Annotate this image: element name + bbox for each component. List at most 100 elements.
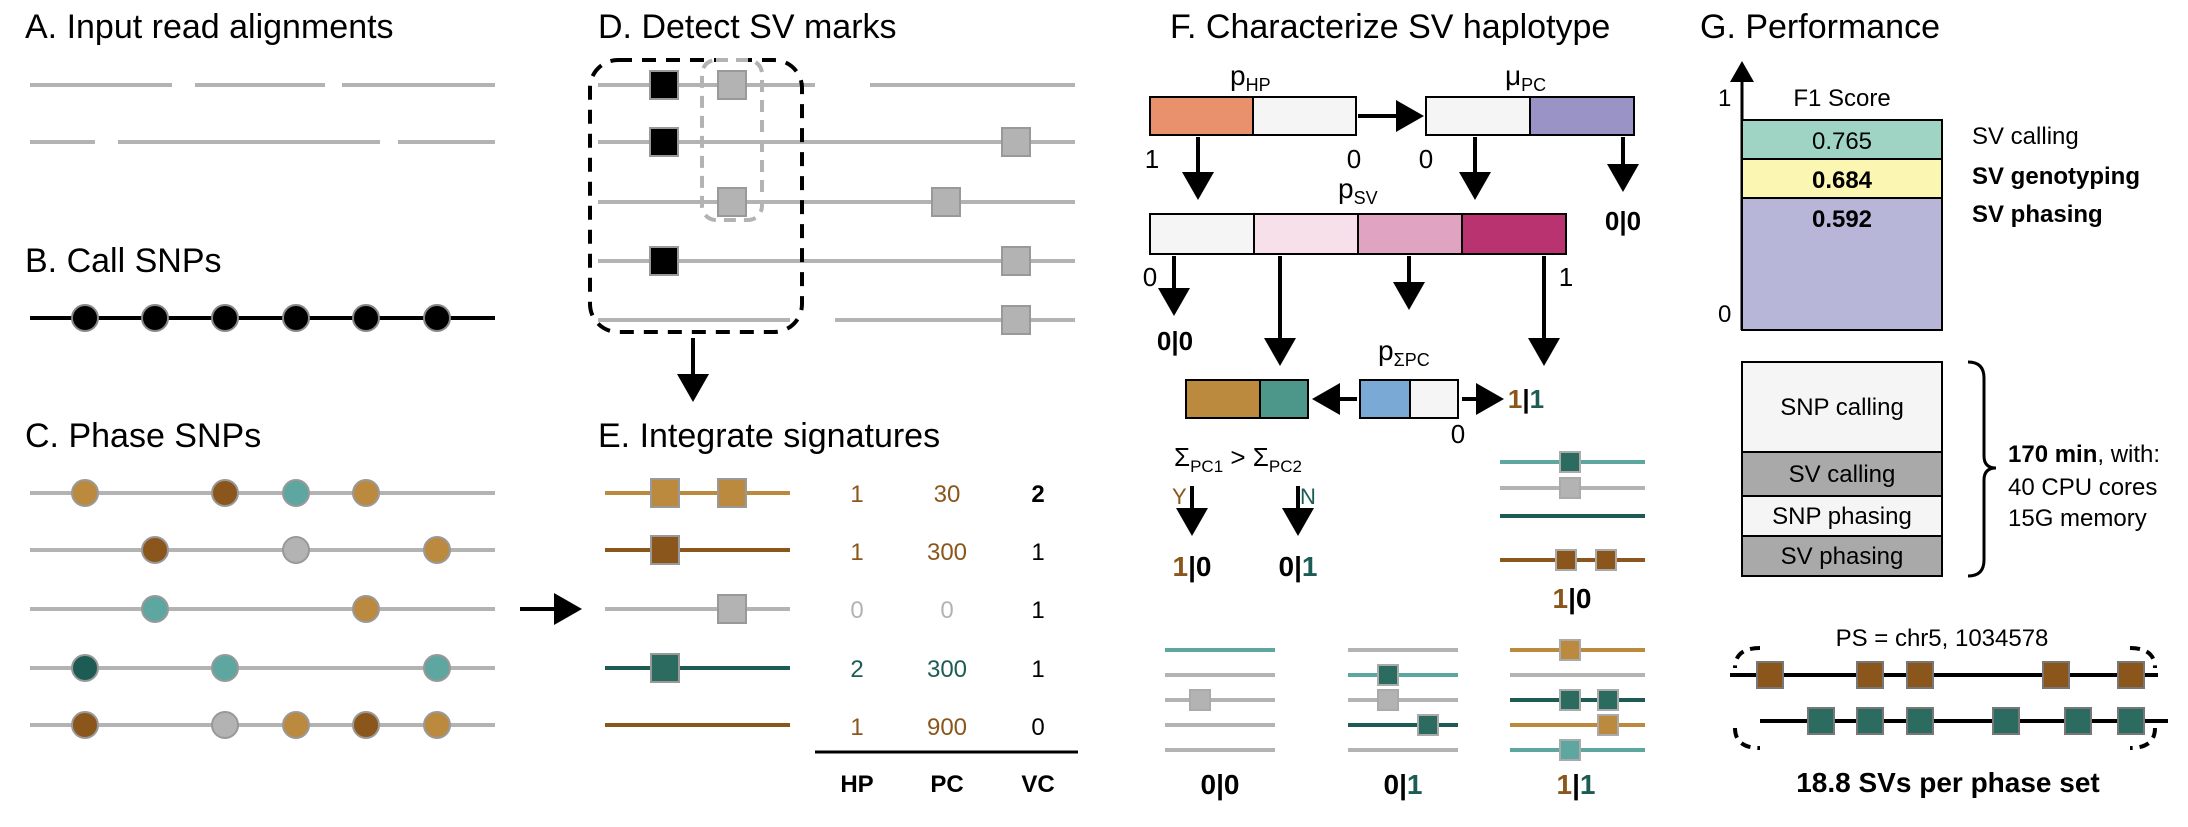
panel-c-title: C. Phase SNPs — [25, 417, 261, 455]
sv-mark-gray — [931, 187, 961, 217]
example-genotype-00: 0|0 — [1201, 769, 1240, 800]
signature-marks — [650, 478, 747, 683]
snp-hp2 — [423, 654, 451, 682]
header-pc: PC — [930, 771, 963, 798]
snp-hp1 — [211, 479, 239, 507]
runtime-snp-phasing — [1741, 495, 1943, 537]
sv-hp2 — [1906, 707, 1934, 735]
example-01: 0|1 — [1348, 648, 1458, 800]
p-hp-fill — [1149, 96, 1254, 136]
f1-score-bars: 0.765 0.684 0.592 — [1741, 119, 1943, 331]
sv-mark-hp2 — [1417, 714, 1439, 736]
p-sigma-tick-0: 0 — [1451, 419, 1465, 449]
sv-hp2 — [2064, 707, 2092, 735]
snp-markers — [71, 304, 451, 332]
cell-pc: 300 — [927, 539, 967, 566]
sv-hp2 — [1992, 707, 2020, 735]
snp-marker — [71, 304, 99, 332]
f1-metric-labels: SV calling SV genotyping SV phasing — [1972, 123, 2140, 228]
snp-hp2 — [282, 479, 310, 507]
phase-set-label: PS = chr5, 1034578 — [1836, 625, 2049, 652]
sv-mark-hp1 — [1559, 639, 1581, 661]
p-sv-label: pSV — [1338, 173, 1378, 208]
sv-mark-hp1 — [1555, 549, 1577, 571]
panel-e: E. Integrate signatures 1 30 2 1 300 1 0… — [598, 417, 1078, 798]
phased-reads — [30, 491, 495, 727]
runtime-sv-calling — [1741, 451, 1943, 497]
example-10: 1|0 — [1500, 451, 1645, 614]
f1-value-sv-phasing: 0.592 — [1812, 206, 1872, 233]
sv-mark-unphased — [717, 594, 747, 624]
genotype-00-top: 0|0 — [1605, 206, 1641, 236]
sv-cluster-outline — [588, 58, 804, 334]
runtime-label: SNP phasing — [1772, 503, 1912, 530]
snp-marker — [211, 304, 239, 332]
phase-set-bracket — [1733, 727, 1761, 750]
sv-marks — [649, 70, 1031, 335]
cell-pc: 900 — [927, 714, 967, 741]
p-sv-segment — [1357, 213, 1463, 255]
snp-marker — [352, 304, 380, 332]
f1-value-sv-genotyping: 0.684 — [1812, 167, 1873, 194]
panel-e-title: E. Integrate signatures — [598, 417, 940, 455]
p-hp-label: pHP — [1230, 60, 1271, 95]
panel-f-title: F. Characterize SV haplotype — [1170, 8, 1610, 46]
sv-mark-hp1 — [1595, 549, 1617, 571]
panel-g-title: G. Performance — [1700, 8, 1940, 46]
runtime-label: SV phasing — [1781, 543, 1904, 570]
genotype-11-upper: 1|1 — [1508, 384, 1544, 414]
panel-a: A. Input read alignments — [25, 8, 495, 144]
sv-cluster-outline-gray — [700, 58, 764, 222]
snp-hp1 — [423, 536, 451, 564]
label-yes: Y — [1172, 484, 1187, 509]
p-sigma-pc-label: pΣPC — [1378, 335, 1430, 370]
snp-hp2 — [71, 654, 99, 682]
sv-mark-hp2 — [1377, 664, 1399, 686]
mu-pc-label: μPC — [1505, 60, 1546, 95]
sv-mark-gray — [1001, 246, 1031, 276]
mu-pc-empty — [1425, 96, 1531, 136]
p-sigma-empty — [1409, 379, 1459, 419]
sv-mark-gray — [1001, 127, 1031, 157]
sv-hp1 — [1856, 661, 1884, 689]
snp-hp1 — [423, 711, 451, 739]
runtime-sv-phasing — [1741, 535, 1943, 577]
signature-table: 1 30 2 1 300 1 0 0 1 2 300 1 1 900 0 — [850, 481, 1044, 741]
sv-mark-hp2 — [1559, 739, 1581, 761]
sv-hp1 — [2117, 661, 2145, 689]
p-sv-tick-1: 1 — [1559, 262, 1573, 292]
phase-set-svs — [1756, 661, 2145, 735]
sv-hp1 — [1756, 661, 1784, 689]
sigma-comparison: ΣPC1 > ΣPC2 — [1174, 442, 1302, 476]
panel-b: B. Call SNPs — [25, 242, 495, 332]
phase-set-bracket — [2129, 727, 2157, 750]
sv-mark-hp2 — [650, 653, 680, 683]
sv-mark-hp2 — [1559, 451, 1581, 473]
f1-axis-bottom: 0 — [1718, 301, 1731, 328]
sv-reads — [598, 83, 1075, 322]
label-no: N — [1300, 484, 1316, 509]
pc-sum-hp1 — [1185, 379, 1261, 419]
runtime-total: 170 min, with: — [2008, 441, 2160, 468]
snp-hp1 — [282, 711, 310, 739]
metric-label-sv-calling: SV calling — [1972, 123, 2079, 150]
table-headers: HP PC VC — [840, 771, 1054, 798]
mu-pc-fill — [1529, 96, 1635, 136]
phase-set-bracket — [1733, 646, 1761, 669]
panel-g: G. Performance 1 0 F1 Score 0.7650.6840.… — [1700, 8, 2168, 798]
snp-hp1 — [71, 711, 99, 739]
sv-mark-hp2 — [1597, 689, 1619, 711]
sv-mark-unphased — [1189, 689, 1211, 711]
sv-mark-black — [649, 70, 679, 100]
f1-value-sv-calling: 0.765 — [1812, 128, 1872, 155]
runtime-label: SV calling — [1789, 461, 1896, 488]
cell-vc: 1 — [1031, 539, 1044, 566]
cell-hp: 1 — [850, 481, 863, 508]
cell-vc: 0 — [1031, 714, 1044, 741]
panel-c: C. Phase SNPs — [25, 417, 582, 739]
sv-mark-black — [649, 127, 679, 157]
runtime-memory: 15G memory — [2008, 505, 2147, 532]
phased-snps — [71, 479, 451, 739]
genotype-00: 0|0 — [1157, 326, 1193, 356]
